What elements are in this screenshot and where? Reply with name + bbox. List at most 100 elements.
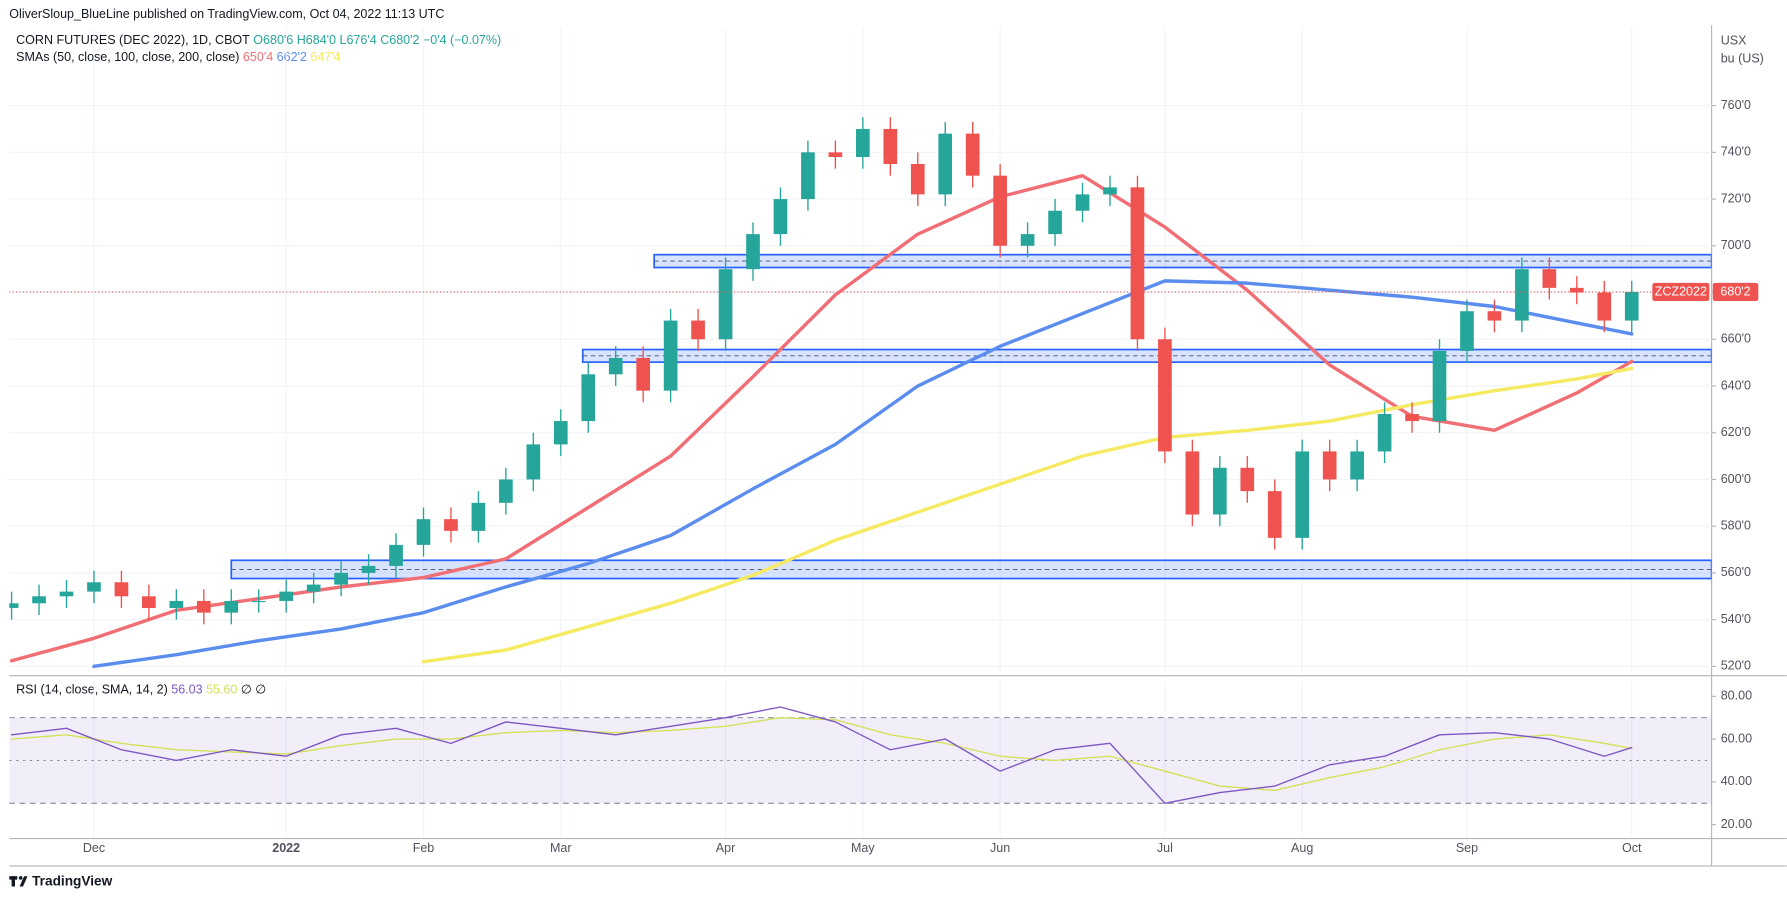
legend-close: C680'2	[380, 33, 419, 47]
price-tag	[1652, 282, 1710, 302]
price-tag-label: 680'2	[1720, 284, 1750, 298]
x-tick-label: May	[851, 841, 875, 855]
candle-body	[1350, 451, 1364, 480]
y-tick-label: 20.00	[1721, 817, 1752, 831]
candle-body	[169, 600, 184, 608]
y-tick-label: 60.00	[1721, 731, 1752, 745]
price-tag	[1712, 282, 1759, 302]
candle-body	[334, 572, 348, 585]
y-tick-label: 40.00	[1721, 774, 1752, 788]
candle-body	[59, 591, 74, 597]
candle-body	[1377, 414, 1392, 452]
candle-body	[883, 128, 898, 165]
y-tick-label: 740'0	[1721, 145, 1751, 159]
axes: 520'0 540'0 560'0 580'0 600'0 620'0 640'0 660'0…	[83, 98, 1759, 855]
x-tick-label: Apr	[716, 841, 735, 855]
candle-body	[444, 519, 458, 531]
candle-body	[224, 600, 239, 613]
legend-rsi: RSI (14, close, SMA, 14, 2) 56.03 55.60 …	[16, 683, 266, 697]
candle-body	[1020, 234, 1035, 246]
candle-body	[1048, 210, 1062, 235]
candle-body	[856, 128, 870, 158]
x-tick-label: Mar	[550, 841, 572, 855]
y-tick-label: 80.00	[1721, 689, 1752, 703]
x-tick-label: Oct	[1622, 841, 1642, 855]
x-tick-label: 2022	[272, 841, 300, 855]
y-tick-label: 580'0	[1721, 519, 1751, 533]
legend-main: CORN FUTURES (DEC 2022), 1D, CBOT O680'6…	[16, 33, 501, 47]
candle-body	[87, 582, 101, 592]
candle-body	[1103, 187, 1117, 195]
candle-body	[471, 502, 486, 531]
sma-line	[421, 366, 1634, 664]
candle-body	[1460, 311, 1474, 351]
candle-body	[993, 175, 1007, 246]
candle-body	[1597, 292, 1612, 321]
legend-entry: 55.60	[206, 683, 237, 697]
candle-body	[553, 421, 568, 445]
candle-body	[581, 374, 596, 422]
y-tick-label: 600'0	[1721, 472, 1751, 486]
y-tick-label: 560'0	[1721, 565, 1751, 579]
candle-body	[9, 603, 19, 608]
candle-body	[251, 600, 266, 603]
main-panel	[9, 28, 1712, 674]
candle-body	[1267, 491, 1282, 538]
candle-body	[361, 565, 376, 573]
candle-body	[1624, 291, 1639, 321]
candle-body	[306, 584, 321, 592]
candle-body	[1322, 451, 1337, 480]
rsi-panel	[9, 680, 1712, 838]
candle-body	[526, 444, 541, 480]
candle-body	[1240, 467, 1255, 492]
x-tick-label: Jul	[1157, 841, 1173, 855]
candle-body	[1405, 414, 1419, 422]
candle-body	[114, 582, 129, 597]
candle-body	[1295, 451, 1310, 538]
x-tick-label: Dec	[83, 841, 105, 855]
candle-body	[1487, 311, 1502, 321]
y-tick-label: 720'0	[1721, 191, 1751, 205]
logo-text: TradingView	[32, 874, 113, 889]
candle-body	[1569, 287, 1584, 293]
candle-body	[801, 152, 815, 200]
sma-line	[92, 279, 1634, 669]
legend-change: −0'4 (−0.07%)	[423, 33, 501, 47]
candle-body	[718, 269, 733, 340]
candle-body	[389, 544, 403, 566]
legend-entry: 650'4	[243, 50, 273, 64]
legend-entry: 56.03	[171, 683, 202, 697]
x-tick-label: Jun	[990, 841, 1010, 855]
x-tick-label: Feb	[413, 841, 435, 855]
legend-title: CORN FUTURES (DEC 2022), 1D, CBOT	[16, 33, 250, 47]
rsi-line	[10, 717, 1633, 792]
candle-body	[416, 519, 431, 545]
price-tag-symbol: ZCZ2022	[1655, 284, 1707, 298]
candle-body	[1542, 269, 1557, 288]
candle-body	[828, 152, 843, 158]
candle-body	[142, 596, 156, 608]
legend-low: L676'4	[340, 33, 377, 47]
y-tick-label: 760'0	[1721, 98, 1751, 112]
candle-body	[1515, 269, 1529, 321]
legend-open: O680'6	[253, 33, 293, 47]
publisher: OliverSloup_BlueLine published on Tradin…	[9, 7, 444, 21]
candle-body	[1075, 194, 1090, 211]
candle-body	[1130, 187, 1145, 340]
y-tick-label: 660'0	[1721, 332, 1751, 346]
candle-body	[691, 320, 705, 340]
x-tick-label: Aug	[1291, 841, 1313, 855]
y-tick-label: 540'0	[1721, 612, 1751, 626]
legend-sma: SMAs (50, close, 100, close, 200, close)…	[16, 50, 341, 64]
legend-high: H684'0	[297, 33, 336, 47]
candle-body	[938, 133, 953, 195]
candle-body	[636, 357, 651, 391]
candle-body	[1432, 350, 1447, 422]
x-tick-label: Sep	[1456, 841, 1478, 855]
unit-label: USX	[1721, 33, 1747, 47]
candle-body	[965, 133, 980, 176]
logo	[9, 876, 28, 887]
rsi-line	[10, 706, 1633, 804]
candle-body	[663, 320, 678, 391]
